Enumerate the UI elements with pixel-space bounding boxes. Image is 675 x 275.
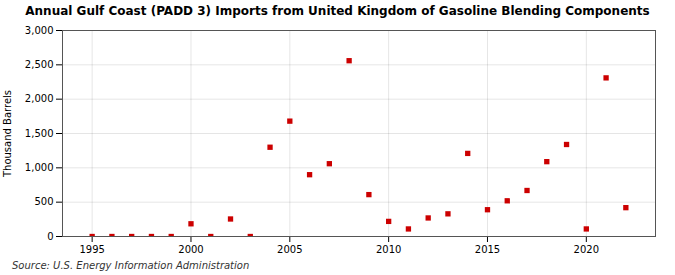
svg-text:2020: 2020 — [574, 244, 599, 255]
svg-text:1,000: 1,000 — [25, 162, 54, 173]
svg-text:2005: 2005 — [277, 244, 302, 255]
html-text:Annual Gulf Coast (PADD 3) Imp: Annual Gulf Coast (PADD 3) Imports from … — [25, 4, 650, 18]
svg-text:Thousand Barrels: Thousand Barrels — [2, 90, 13, 178]
svg-text:2,000: 2,000 — [25, 93, 54, 104]
html-text:Source: U.S. Energy Informatio: Source: U.S. Energy Information Administ… — [12, 260, 250, 271]
svg-text:500: 500 — [34, 196, 53, 207]
svg-text:0: 0 — [47, 231, 53, 242]
svg-text:1995: 1995 — [79, 244, 104, 255]
svg-text:1,500: 1,500 — [25, 128, 54, 139]
svg-text:2010: 2010 — [376, 244, 401, 255]
svg-text:2,500: 2,500 — [25, 59, 54, 70]
svg-text:2015: 2015 — [475, 244, 500, 255]
svg-text:2000: 2000 — [178, 244, 203, 255]
svg-text:3,000: 3,000 — [25, 25, 54, 36]
